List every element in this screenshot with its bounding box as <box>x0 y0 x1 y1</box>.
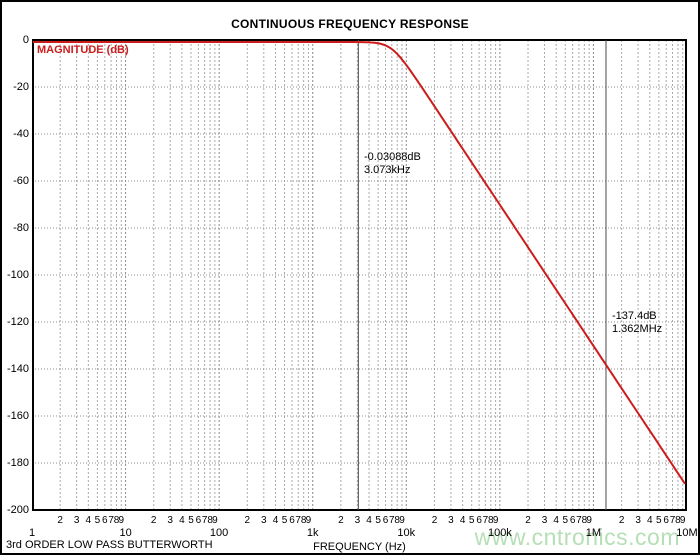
x-minor-tick-label: 6 <box>476 515 482 526</box>
x-axis-title: FREQUENCY (Hz) <box>313 541 406 553</box>
x-minor-tick-label: 4 <box>647 515 653 526</box>
x-minor-tick-label: 2 <box>244 515 251 526</box>
plot-border <box>32 39 687 511</box>
x-decade-label: 1k <box>306 527 319 539</box>
x-minor-tick-label: 3 <box>261 515 267 526</box>
x-minor-tick-label: 8 <box>675 515 681 526</box>
x-minor-tick-label: 8 <box>300 515 307 526</box>
x-minor-tick-label: 6 <box>382 515 389 526</box>
x-minor-tick-label: 4 <box>272 515 279 526</box>
x-minor-tick-label: 7 <box>389 515 395 526</box>
x-minor-tick-label: 4 <box>459 515 466 526</box>
x-minor-tick-label: 7 <box>576 515 582 526</box>
x-minor-tick-label: 3 <box>167 515 173 526</box>
x-minor-tick-label: 5 <box>562 515 569 526</box>
x-minor-tick-label: 9 <box>305 515 312 526</box>
filter-caption: 3rd ORDER LOW PASS BUTTERWORTH <box>6 539 213 551</box>
y-tick-label: -120 <box>6 316 29 328</box>
x-minor-tick-label: 6 <box>289 515 295 526</box>
y-tick-label: -140 <box>6 363 29 375</box>
y-axis-title: MAGNITUDE (dB) <box>37 44 129 56</box>
x-minor-tick-label: 9 <box>492 515 499 526</box>
cursor2-db-readout: -137.4dB <box>612 310 657 322</box>
x-minor-tick-label: 5 <box>281 515 288 526</box>
x-minor-tick-label: 2 <box>431 515 438 526</box>
x-minor-tick-label: 9 <box>679 515 686 526</box>
x-minor-tick-label: 2 <box>150 515 157 526</box>
x-minor-tick-label: 4 <box>85 515 92 526</box>
x-minor-tick-label: 7 <box>669 515 676 526</box>
x-decade-label: 100k <box>487 527 512 539</box>
x-minor-tick-label: 9 <box>118 515 125 526</box>
y-tick-label: -160 <box>6 410 29 422</box>
x-minor-tick-label: 2 <box>618 515 625 526</box>
x-minor-tick-label: 2 <box>338 515 344 526</box>
y-tick-label: 0 <box>22 34 29 46</box>
x-decade-label: 10M <box>676 527 698 539</box>
x-minor-tick-label: 8 <box>394 515 400 526</box>
x-minor-tick-label: 3 <box>635 515 641 526</box>
y-tick-label: -20 <box>13 81 29 93</box>
x-minor-tick-label: 8 <box>207 515 213 526</box>
x-minor-tick-label: 8 <box>113 515 120 526</box>
response-curve <box>33 41 686 485</box>
x-minor-tick-label: 9 <box>399 515 405 526</box>
y-tick-label: -40 <box>13 128 29 140</box>
cursor1-annotation: -0.03088dB 3.073kHz <box>364 151 421 177</box>
x-minor-tick-label: 4 <box>553 515 559 526</box>
x-decade-label: 1 <box>28 527 36 539</box>
x-decade-label: 10 <box>119 527 132 539</box>
x-minor-tick-label: 6 <box>663 515 669 526</box>
y-tick-label: -80 <box>13 222 29 234</box>
cursor2-annotation: -137.4dB 1.362MHz <box>612 310 662 336</box>
x-minor-tick-label: 6 <box>195 515 202 526</box>
x-minor-tick-label: 3 <box>541 515 548 526</box>
y-tick-label: -180 <box>6 457 29 469</box>
x-minor-tick-label: 3 <box>73 515 80 526</box>
x-minor-tick-label: 4 <box>366 515 372 526</box>
y-tick-label: -200 <box>6 504 29 516</box>
cursor1-db-readout: -0.03088dB <box>364 151 421 163</box>
x-minor-tick-label: 7 <box>482 515 489 526</box>
x-minor-tick-label: 5 <box>375 515 381 526</box>
x-decade-label: 100 <box>209 527 229 539</box>
x-decade-label: 10k <box>397 527 416 539</box>
x-minor-tick-label: 4 <box>179 515 185 526</box>
x-minor-tick-label: 5 <box>188 515 194 526</box>
x-minor-tick-label: 5 <box>656 515 662 526</box>
x-minor-tick-label: 2 <box>57 515 63 526</box>
x-minor-tick-label: 9 <box>212 515 218 526</box>
x-minor-tick-label: 2 <box>525 515 531 526</box>
cursor1-freq-readout: 3.073kHz <box>364 164 411 176</box>
y-tick-label: -60 <box>13 175 29 187</box>
x-decade-label: 1M <box>585 527 602 539</box>
chart-title: CONTINUOUS FREQUENCY RESPONSE <box>231 17 469 31</box>
cursor2-freq-readout: 1.362MHz <box>612 323 663 335</box>
x-minor-tick-label: 7 <box>201 515 208 526</box>
x-minor-tick-label: 5 <box>94 515 101 526</box>
x-minor-tick-label: 6 <box>102 515 108 526</box>
x-minor-tick-label: 6 <box>569 515 576 526</box>
x-minor-tick-label: 8 <box>581 515 588 526</box>
x-minor-tick-label: 8 <box>488 515 494 526</box>
x-minor-tick-label: 5 <box>468 515 475 526</box>
x-minor-tick-label: 9 <box>586 515 592 526</box>
watermark-text: www.cntronics.com <box>474 524 680 550</box>
y-tick-label: -100 <box>6 269 29 281</box>
x-minor-tick-label: 3 <box>354 515 361 526</box>
x-minor-tick-label: 7 <box>108 515 114 526</box>
x-minor-tick-label: 3 <box>448 515 454 526</box>
x-minor-tick-label: 7 <box>295 515 301 526</box>
